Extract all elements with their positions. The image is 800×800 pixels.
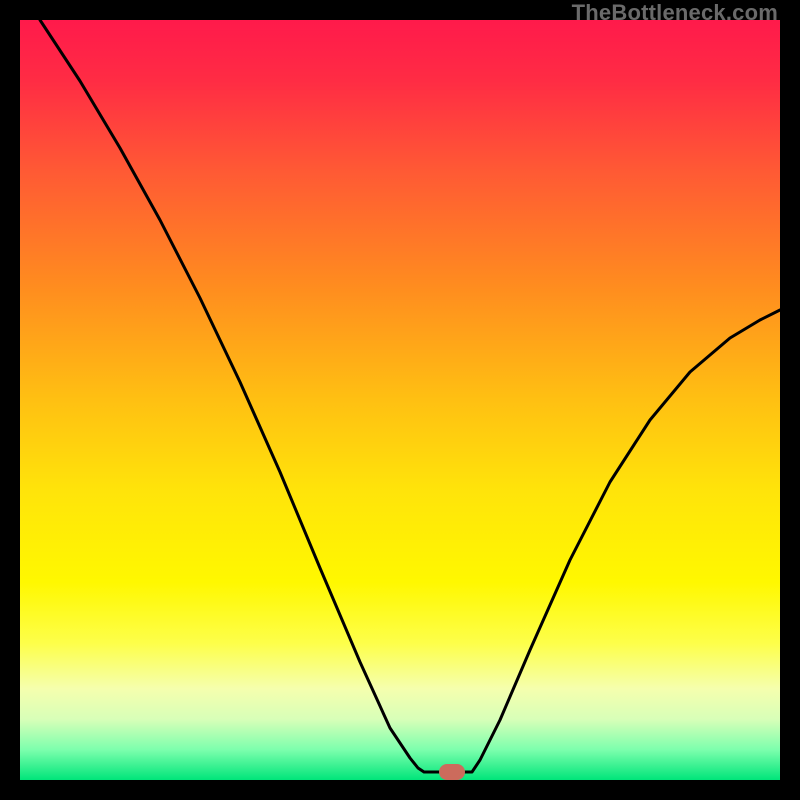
optimal-point-marker (439, 764, 465, 780)
bottleneck-curve (20, 20, 780, 780)
watermark-text: TheBottleneck.com (572, 0, 778, 26)
chart-frame: TheBottleneck.com (0, 0, 800, 800)
plot-area (20, 20, 780, 780)
